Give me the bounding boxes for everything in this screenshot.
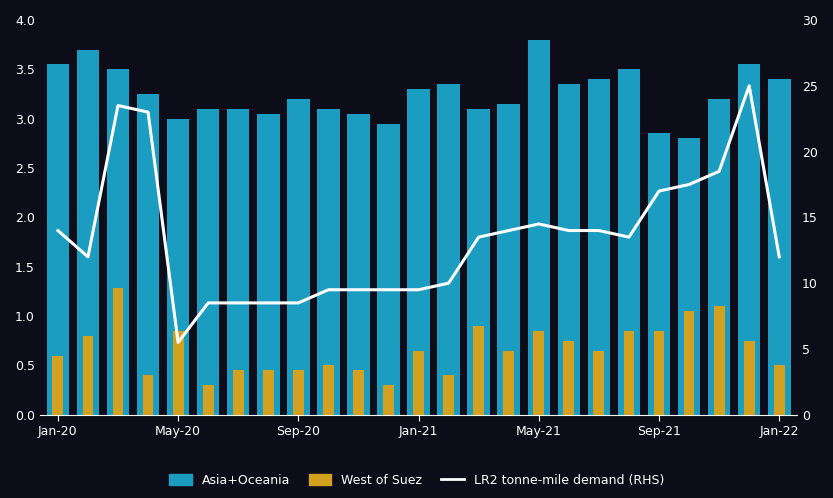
- LR2 tonne-mile demand (RHS): [113, 103, 123, 109]
- Bar: [437, 84, 460, 415]
- LR2 tonne-mile demand (RHS): [564, 228, 574, 234]
- LR2 tonne-mile demand (RHS): [143, 109, 153, 115]
- Bar: [323, 366, 334, 415]
- LR2 tonne-mile demand (RHS): [383, 287, 393, 293]
- Line: LR2 tonne-mile demand (RHS): LR2 tonne-mile demand (RHS): [58, 86, 779, 343]
- LR2 tonne-mile demand (RHS): [233, 300, 243, 306]
- Bar: [377, 124, 400, 415]
- Bar: [557, 84, 580, 415]
- LR2 tonne-mile demand (RHS): [594, 228, 604, 234]
- Bar: [172, 331, 183, 415]
- Bar: [738, 64, 761, 415]
- Bar: [467, 109, 490, 415]
- Bar: [137, 94, 159, 415]
- LR2 tonne-mile demand (RHS): [534, 221, 544, 227]
- Bar: [768, 79, 791, 415]
- Bar: [347, 114, 370, 415]
- Bar: [503, 351, 514, 415]
- Bar: [407, 89, 430, 415]
- LR2 tonne-mile demand (RHS): [413, 287, 423, 293]
- Bar: [684, 311, 695, 415]
- Bar: [527, 40, 550, 415]
- Bar: [77, 50, 99, 415]
- Bar: [142, 375, 153, 415]
- LR2 tonne-mile demand (RHS): [504, 228, 514, 234]
- LR2 tonne-mile demand (RHS): [474, 234, 484, 240]
- Bar: [473, 326, 484, 415]
- Bar: [202, 385, 213, 415]
- LR2 tonne-mile demand (RHS): [714, 168, 724, 174]
- Bar: [52, 356, 63, 415]
- Bar: [587, 79, 610, 415]
- Bar: [648, 133, 671, 415]
- LR2 tonne-mile demand (RHS): [624, 234, 634, 240]
- LR2 tonne-mile demand (RHS): [353, 287, 363, 293]
- Bar: [618, 69, 641, 415]
- Bar: [232, 371, 243, 415]
- Bar: [593, 351, 604, 415]
- LR2 tonne-mile demand (RHS): [83, 254, 93, 260]
- Bar: [197, 109, 219, 415]
- Bar: [624, 331, 635, 415]
- LR2 tonne-mile demand (RHS): [203, 300, 213, 306]
- Bar: [708, 99, 731, 415]
- LR2 tonne-mile demand (RHS): [263, 300, 273, 306]
- Bar: [227, 109, 250, 415]
- Bar: [563, 341, 574, 415]
- Bar: [413, 351, 424, 415]
- Bar: [678, 138, 701, 415]
- Bar: [257, 114, 280, 415]
- Bar: [383, 385, 394, 415]
- Bar: [353, 371, 364, 415]
- Bar: [774, 366, 785, 415]
- Bar: [82, 336, 93, 415]
- Bar: [744, 341, 755, 415]
- LR2 tonne-mile demand (RHS): [173, 340, 183, 346]
- Bar: [714, 306, 725, 415]
- LR2 tonne-mile demand (RHS): [444, 280, 454, 286]
- Bar: [654, 331, 665, 415]
- Bar: [293, 371, 304, 415]
- LR2 tonne-mile demand (RHS): [323, 287, 333, 293]
- Bar: [167, 119, 189, 415]
- LR2 tonne-mile demand (RHS): [774, 254, 784, 260]
- LR2 tonne-mile demand (RHS): [654, 188, 664, 194]
- Bar: [47, 64, 69, 415]
- LR2 tonne-mile demand (RHS): [684, 181, 694, 187]
- Bar: [497, 104, 520, 415]
- Bar: [107, 69, 129, 415]
- Bar: [112, 288, 123, 415]
- Bar: [533, 331, 544, 415]
- Bar: [317, 109, 340, 415]
- Legend: Asia+Oceania, West of Suez, LR2 tonne-mile demand (RHS): Asia+Oceania, West of Suez, LR2 tonne-mi…: [164, 469, 669, 492]
- Bar: [443, 375, 454, 415]
- LR2 tonne-mile demand (RHS): [744, 83, 754, 89]
- LR2 tonne-mile demand (RHS): [293, 300, 303, 306]
- Bar: [263, 371, 274, 415]
- Bar: [287, 99, 310, 415]
- LR2 tonne-mile demand (RHS): [53, 228, 63, 234]
